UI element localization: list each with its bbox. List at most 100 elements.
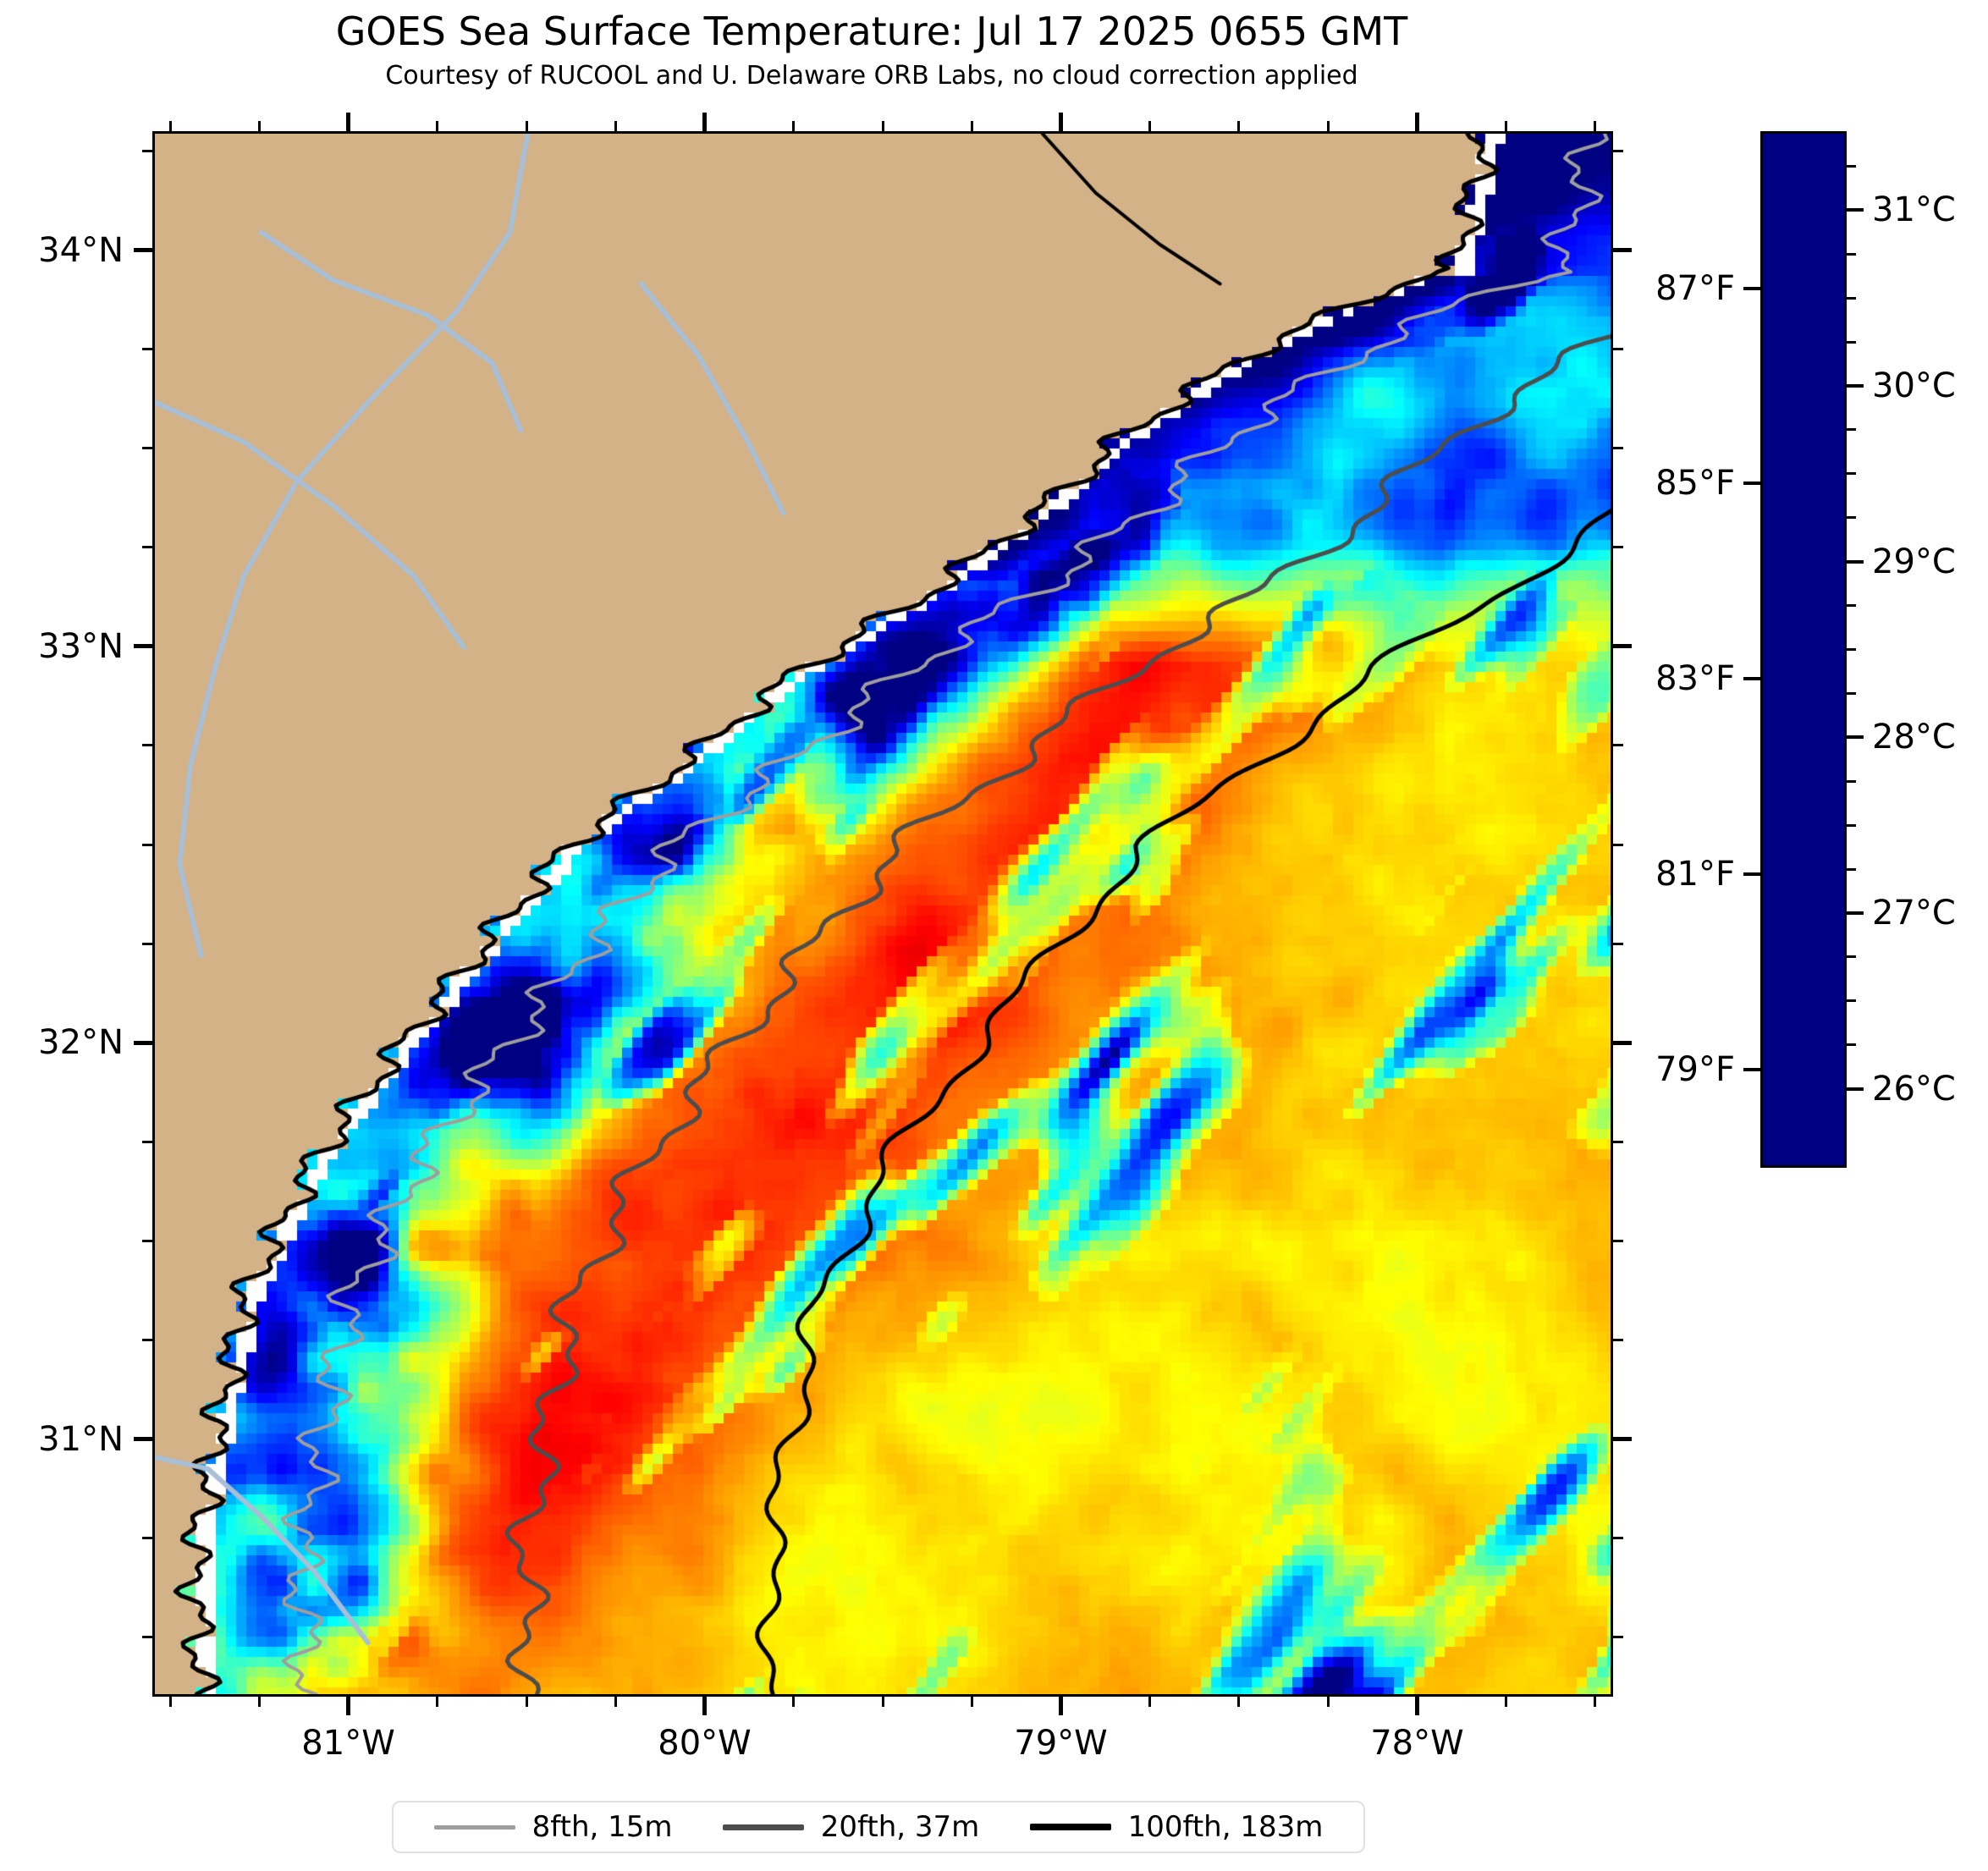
- colorbar-gradient: [1763, 134, 1844, 1165]
- y-axis-minor-tick-right: [1613, 546, 1623, 549]
- y-axis-minor-tick: [142, 348, 152, 351]
- colorbar-tick-celsius: [1847, 384, 1864, 388]
- legend-label: 8fth, 15m: [531, 1810, 673, 1844]
- colorbar-tick-fahrenheit: [1743, 677, 1760, 681]
- bathymetry-line-swatch: [433, 1824, 515, 1830]
- x-axis-minor-tick-top: [525, 121, 528, 131]
- sst-raster: [155, 134, 1611, 1694]
- x-axis-minor-tick: [792, 1697, 796, 1707]
- y-axis-label: 34°N: [38, 230, 124, 270]
- x-axis-minor-tick: [1237, 1697, 1241, 1707]
- y-axis-label: 32°N: [38, 1023, 124, 1063]
- legend-label: 100fth, 183m: [1127, 1810, 1324, 1844]
- colorbar-tick-celsius: [1847, 559, 1864, 564]
- bathymetry-line-swatch: [1029, 1824, 1111, 1830]
- legend-entry: 100fth, 183m: [1029, 1810, 1324, 1844]
- colorbar-label-fahrenheit: 85°F: [1655, 464, 1735, 504]
- x-axis-minor-tick: [1148, 1697, 1152, 1707]
- y-axis-minor-tick: [142, 546, 152, 549]
- colorbar-minor-tick: [1847, 779, 1856, 783]
- colorbar-tick-celsius: [1847, 911, 1864, 915]
- y-axis-minor-tick: [142, 447, 152, 450]
- x-axis-label: 79°W: [1014, 1724, 1108, 1763]
- x-axis-label: 80°W: [658, 1724, 752, 1763]
- x-axis-minor-tick-top: [1326, 121, 1330, 131]
- y-axis-label: 31°N: [38, 1419, 124, 1459]
- colorbar-tick-fahrenheit: [1743, 286, 1760, 290]
- x-axis-minor-tick-top: [1505, 121, 1508, 131]
- x-axis-minor-tick-top: [792, 121, 796, 131]
- colorbar-tick-fahrenheit: [1743, 482, 1760, 486]
- colorbar-minor-tick: [1847, 165, 1856, 168]
- colorbar-minor-tick: [1847, 604, 1856, 608]
- x-axis-minor-tick: [970, 1697, 973, 1707]
- bathymetry-legend: 8fth, 15m 20fth, 37m 100fth, 183m: [392, 1801, 1365, 1853]
- y-axis-minor-tick: [142, 942, 152, 945]
- y-axis-minor-tick-right: [1613, 744, 1623, 747]
- y-axis-minor-tick-right: [1613, 1140, 1623, 1143]
- colorbar-label-fahrenheit: 83°F: [1655, 659, 1735, 699]
- x-axis-minor-tick: [1326, 1697, 1330, 1707]
- x-axis-minor-tick: [614, 1697, 617, 1707]
- colorbar-minor-tick: [1847, 428, 1856, 432]
- x-axis-minor-tick-top: [614, 121, 617, 131]
- y-axis-minor-tick-right: [1613, 1338, 1623, 1341]
- x-axis-minor-tick-top: [168, 121, 172, 131]
- x-axis-minor-tick-top: [1148, 121, 1152, 131]
- y-axis-major-tick: [134, 644, 152, 649]
- title-block: GOES Sea Surface Temperature: Jul 17 202…: [0, 8, 1743, 91]
- colorbar-label-celsius: 28°C: [1872, 718, 1956, 757]
- x-axis-minor-tick: [168, 1697, 172, 1707]
- x-axis-minor-tick: [525, 1697, 528, 1707]
- x-axis-major-tick: [1414, 1697, 1419, 1715]
- y-axis-major-tick-right: [1613, 1437, 1632, 1442]
- page-title: GOES Sea Surface Temperature: Jul 17 202…: [335, 8, 1408, 54]
- colorbar-label-fahrenheit: 79°F: [1655, 1049, 1735, 1089]
- x-axis-major-tick: [1058, 1697, 1063, 1715]
- colorbar-tick-fahrenheit: [1743, 1067, 1760, 1071]
- legend-label: 20fth, 37m: [820, 1810, 980, 1844]
- colorbar-minor-tick: [1847, 1043, 1856, 1047]
- colorbar-minor-tick: [1847, 867, 1856, 871]
- x-axis-minor-tick: [881, 1697, 884, 1707]
- y-axis-minor-tick: [142, 1140, 152, 1143]
- x-axis-minor-tick-top: [257, 121, 261, 131]
- y-axis-minor-tick: [142, 1338, 152, 1341]
- y-axis-minor-tick-right: [1613, 447, 1623, 450]
- legend-entry: 8fth, 15m: [433, 1810, 673, 1844]
- y-axis-minor-tick-right: [1613, 149, 1623, 152]
- colorbar-minor-tick: [1847, 999, 1856, 1003]
- colorbar-label-celsius: 29°C: [1872, 542, 1956, 581]
- colorbar-label-fahrenheit: 81°F: [1655, 854, 1735, 894]
- colorbar[interactable]: [1743, 131, 1864, 1168]
- y-axis-label: 33°N: [38, 626, 124, 666]
- colorbar-minor-tick: [1847, 340, 1856, 344]
- x-axis-minor-tick-top: [970, 121, 973, 131]
- colorbar-minor-tick: [1847, 648, 1856, 651]
- x-axis-minor-tick-top: [1237, 121, 1241, 131]
- y-axis-minor-tick-right: [1613, 348, 1623, 351]
- x-axis-minor-tick-top: [1594, 121, 1597, 131]
- page-subtitle: Courtesy of RUCOOL and U. Delaware ORB L…: [385, 61, 1358, 91]
- colorbar-minor-tick: [1847, 691, 1856, 695]
- colorbar-minor-tick: [1847, 252, 1856, 256]
- colorbar-minor-tick: [1847, 516, 1856, 520]
- colorbar-tick-celsius: [1847, 735, 1864, 740]
- y-axis-major-tick: [134, 1437, 152, 1442]
- y-axis-minor-tick-right: [1613, 1636, 1623, 1639]
- y-axis-minor-tick-right: [1613, 1239, 1623, 1242]
- colorbar-tick-fahrenheit: [1743, 872, 1760, 876]
- legend-entry: 20fth, 37m: [722, 1810, 980, 1844]
- x-axis-major-tick-top: [346, 113, 351, 131]
- colorbar-minor-tick: [1847, 472, 1856, 476]
- colorbar-tick-celsius: [1847, 208, 1864, 212]
- y-axis-minor-tick: [142, 1239, 152, 1242]
- y-axis-minor-tick: [142, 1537, 152, 1540]
- colorbar-minor-tick: [1847, 296, 1856, 300]
- x-axis-minor-tick: [257, 1697, 261, 1707]
- y-axis-minor-tick: [142, 1636, 152, 1639]
- colorbar-label-celsius: 30°C: [1872, 366, 1956, 406]
- y-axis-minor-tick-right: [1613, 1537, 1623, 1540]
- sst-map[interactable]: [152, 131, 1613, 1697]
- y-axis-major-tick-right: [1613, 1040, 1632, 1045]
